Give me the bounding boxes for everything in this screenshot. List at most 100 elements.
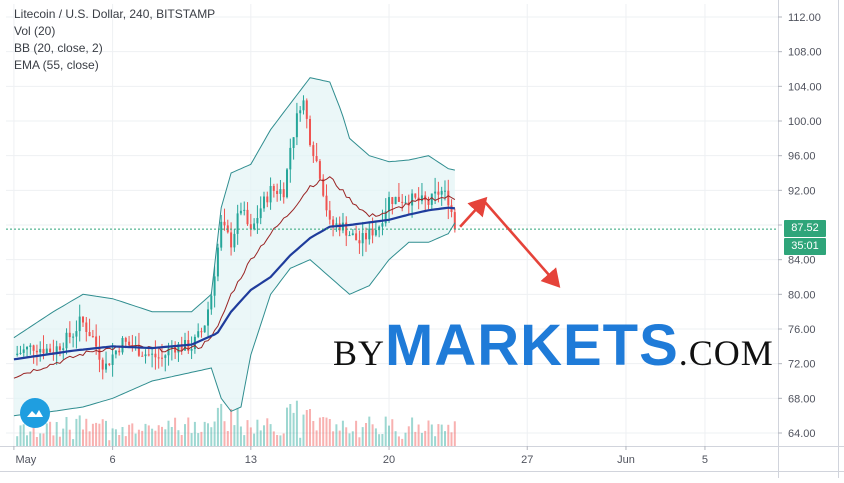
cloud-icon: [27, 410, 43, 417]
tradingview-logo-icon[interactable]: [20, 398, 50, 428]
candle-body: [35, 350, 38, 353]
volume-bar: [62, 428, 65, 446]
volume-bar: [230, 409, 233, 446]
candle-body: [39, 348, 42, 353]
candle-body: [177, 344, 180, 353]
volume-bar: [137, 429, 140, 446]
candle-body: [58, 346, 61, 350]
volume-bar: [52, 435, 55, 446]
volume-bar: [269, 424, 272, 446]
volume-bar: [272, 431, 275, 446]
candle-body: [355, 233, 358, 241]
volume-bar: [325, 417, 328, 446]
volume-bar: [193, 421, 196, 446]
candle-body: [404, 202, 407, 204]
volume-bar: [26, 435, 28, 446]
volume-bar: [351, 431, 354, 446]
volume-bar: [259, 430, 262, 446]
volume-bar: [72, 439, 75, 446]
candle-body: [309, 119, 311, 146]
volume-bar: [263, 425, 265, 446]
candle-body: [279, 189, 282, 194]
price-tick-label: 76.00: [788, 324, 816, 336]
price-tick-label: 64.00: [788, 428, 816, 440]
volume-bar: [111, 428, 114, 446]
volume-bar: [384, 416, 387, 446]
candle-body: [101, 359, 104, 370]
volume-bar: [430, 424, 433, 446]
volume-bar: [213, 421, 216, 446]
candle-body: [414, 193, 417, 198]
volume-bar: [253, 433, 256, 446]
candle-body: [85, 322, 88, 332]
volume-bar: [414, 431, 417, 446]
volume-bar: [420, 432, 423, 446]
forecast-arrow: [482, 199, 561, 288]
volume-bar: [292, 412, 295, 446]
volume-bar: [368, 416, 371, 446]
candle-body: [266, 196, 269, 203]
volume-bar: [440, 424, 443, 446]
candle-body: [144, 354, 147, 357]
candle-body: [16, 353, 19, 355]
candle-body: [105, 363, 107, 370]
candle-body: [75, 331, 78, 337]
volume-bar: [286, 407, 288, 446]
volume-bar: [154, 430, 157, 446]
volume-bar: [58, 436, 61, 446]
volume-bar: [65, 417, 68, 446]
volume-bar: [49, 421, 52, 446]
legend-symbol[interactable]: Litecoin / U.S. Dollar, 240, BITSTAMP: [14, 7, 216, 21]
volume-bar: [407, 426, 410, 446]
bollinger-basis-line: [13, 176, 456, 379]
candle-body: [45, 348, 48, 354]
volume-bar: [42, 433, 45, 446]
forecast-arrows: [459, 196, 561, 288]
volume-bar: [134, 433, 137, 446]
candle-body: [230, 232, 233, 248]
volume-bar: [391, 419, 394, 446]
legend-bollinger[interactable]: BB (20, close, 2): [14, 41, 103, 55]
price-tick-label: 80.00: [788, 289, 816, 301]
volume-bar: [444, 431, 446, 446]
candle-body: [49, 348, 52, 352]
candle-body: [272, 186, 275, 191]
volume-bar: [108, 440, 111, 446]
indicator-lines: [6, 77, 778, 417]
volume-bar: [302, 414, 305, 446]
candle-body: [180, 344, 183, 351]
candle-body: [318, 161, 321, 179]
volume-bar: [279, 435, 282, 446]
volume-bar: [345, 427, 348, 446]
volume-bar: [450, 432, 453, 446]
volume-bar: [200, 431, 203, 446]
volume-bar: [239, 426, 242, 446]
price-tick-label: 68.00: [788, 393, 816, 405]
watermark-by: BY: [333, 333, 386, 373]
volume-bar: [249, 427, 252, 446]
candle-body: [26, 347, 28, 350]
volume-bar: [378, 434, 381, 446]
candle-body: [440, 190, 443, 195]
time-axis: May 6 13 20 27 Jun 5: [13, 446, 708, 466]
volume-bar: [118, 435, 121, 446]
bollinger-upper-line: [13, 77, 456, 339]
volume-bar: [151, 428, 154, 446]
volume-bar: [276, 435, 279, 446]
candle-body: [236, 213, 239, 234]
volume-bar: [305, 410, 308, 446]
volume-bar: [203, 421, 206, 446]
candle-body: [82, 316, 84, 323]
time-tick-label: 13: [245, 454, 257, 466]
candle-body: [141, 355, 144, 357]
candle-body: [335, 223, 338, 226]
candle-body: [243, 209, 246, 211]
legend-volume[interactable]: Vol (20): [14, 24, 56, 38]
candle-body: [259, 208, 262, 219]
legend-ema[interactable]: EMA (55, close): [14, 58, 99, 72]
candle-body: [381, 223, 384, 227]
time-tick-label: 5: [702, 454, 708, 466]
volume-bar: [371, 424, 374, 446]
